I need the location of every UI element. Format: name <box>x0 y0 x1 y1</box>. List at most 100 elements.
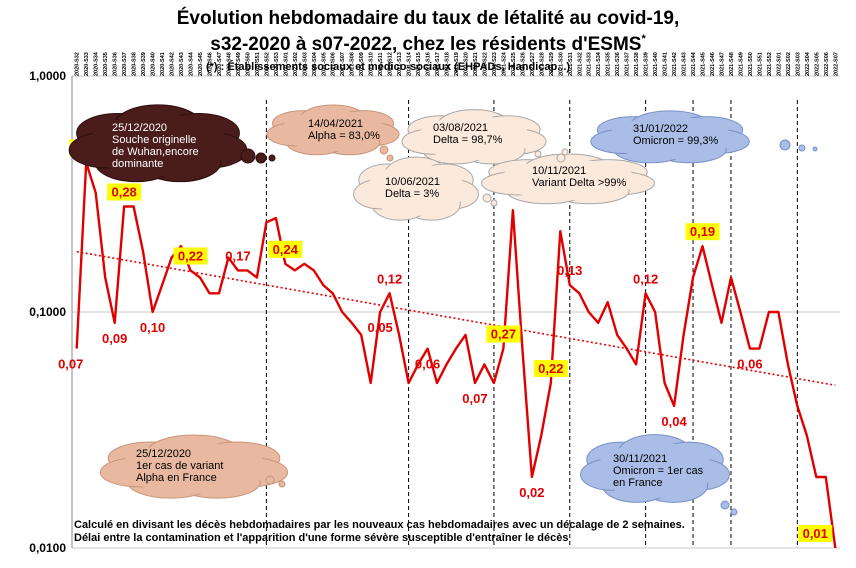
series-line <box>75 161 837 549</box>
x-tick-label: 2021-S17 <box>435 52 441 76</box>
x-tick-label: 2020-S40 <box>151 52 157 76</box>
annotation-text: 10/11/2021 Variant Delta >99% <box>532 165 626 189</box>
x-tick-label: 2021-S06 <box>331 52 337 76</box>
data-label: 0,05 <box>367 320 392 335</box>
x-tick-label: 2021-S36 <box>615 52 621 76</box>
annotation-line: Delta = 3% <box>385 188 439 200</box>
cloud-tail <box>278 480 286 488</box>
cloud-body <box>499 159 637 201</box>
data-label: 0,12 <box>377 271 402 286</box>
x-tick-label: 2022-S04 <box>805 51 811 76</box>
grid-lines <box>71 75 840 549</box>
cloud-tail <box>268 154 276 162</box>
annotation-a6: 10/11/2021 Variant Delta >99% <box>481 148 655 205</box>
cloud-body <box>87 113 229 177</box>
x-tick-label: 2021-S38 <box>634 52 640 76</box>
title-line2-text: s32-2020 à s07-2022, chez les résidents … <box>210 34 641 55</box>
annotations: 25/12/2020 Souche originelle de Wuhan,enco… <box>68 104 818 516</box>
cloud-tail <box>561 148 569 156</box>
annotation-a7: 25/12/2020 1er cas de variant Alpha en Fra… <box>99 434 289 499</box>
annotation-line: Omicron = 99,3% <box>633 135 719 147</box>
x-tick-label: 2021-S13 <box>397 52 403 76</box>
x-tick-label: 2021-S19 <box>454 52 460 76</box>
x-tick-label: 2021-S42 <box>672 52 678 76</box>
series-polyline <box>75 161 837 549</box>
x-tick-label: 2020-S49 <box>236 52 242 76</box>
x-tick-label: 2021-S14 <box>407 51 413 76</box>
cloud-body <box>596 442 714 498</box>
x-tick-label: 2021-S05 <box>321 52 327 76</box>
label-highlight <box>798 525 833 542</box>
data-label: 0,12 <box>633 271 658 286</box>
footnote-1: Calculé en divisant les décès hebdomadai… <box>74 519 685 531</box>
x-tick-label: 2020-S43 <box>179 52 185 76</box>
cloud-tail <box>730 508 738 516</box>
x-tick-label: 2020-S34 <box>94 51 100 76</box>
annotation-line: dominante <box>112 158 163 170</box>
x-tick-label: 2021-S29 <box>549 52 555 76</box>
annotation-text: 31/01/2022 Omicron = 99,3% <box>633 123 719 147</box>
cloud-tail <box>240 148 256 164</box>
annotation-line: 30/11/2021 <box>613 453 667 465</box>
x-tick-label: 2021-S07 <box>340 52 346 76</box>
data-label: 0,28 <box>111 184 136 199</box>
title-asterisk: * <box>641 33 646 45</box>
annotation-line: 10/11/2021 <box>532 165 586 177</box>
x-tick-label: 2020-S44 <box>189 51 195 76</box>
label-highlight <box>268 240 303 258</box>
cloud-tail <box>556 153 566 163</box>
annotation-line: en France <box>613 477 663 489</box>
annotation-a5: 10/06/2021 Delta = 3% <box>353 156 498 221</box>
x-tick-label: 2021-S23 <box>492 52 498 76</box>
data-label: 0,22 <box>538 361 563 376</box>
x-tick-label: 2021-S47 <box>719 52 725 76</box>
x-tick-label: 2021-S40 <box>653 52 659 76</box>
annotation-line: 1er cas de variant <box>136 460 223 472</box>
x-tick-label: 2022-S07 <box>833 52 839 76</box>
x-tick-label: 2021-S41 <box>663 52 669 76</box>
x-tick-label: 2020-S45 <box>198 52 204 76</box>
annotation-text: 25/12/2020 1er cas de variant Alpha en Fra… <box>136 448 223 484</box>
x-tick-label: 2021-S10 <box>369 52 375 76</box>
cloud-tail <box>482 193 492 203</box>
x-tick-label: 2021-S02 <box>293 52 299 76</box>
annotation-text: 10/06/2021 Delta = 3% <box>385 176 440 200</box>
data-label: 0,06 <box>415 357 440 372</box>
y-tick-label: 1,0000 <box>29 69 66 83</box>
cloud-tail <box>255 152 267 164</box>
cloud-tail <box>812 146 818 152</box>
annotation-a8: 30/11/2021 Omicron = 1er cas en France <box>580 434 738 516</box>
x-tick-label: 2021-S43 <box>682 52 688 76</box>
x-tick-label: 2022-S05 <box>814 52 820 76</box>
cloud-tail <box>779 139 791 151</box>
annotation-a2: 14/04/2021 Alpha = 83,0% <box>266 104 400 162</box>
x-tick-label: 2021-S24 <box>501 51 507 76</box>
x-tick-label: 2020-S32 <box>75 52 81 76</box>
data-label: 0,02 <box>519 485 544 500</box>
x-tick-label: 2020-S51 <box>255 52 261 76</box>
label-highlight <box>486 325 521 343</box>
chart-title-line2: s32-2020 à s07-2022, chez les résidents … <box>210 33 646 55</box>
annotation-line: Souche originelle <box>112 134 196 146</box>
cloud-tail <box>265 475 275 485</box>
cloud-tail <box>490 199 498 207</box>
x-tick-label: 2020-S47 <box>217 52 223 76</box>
cloud-body <box>366 164 466 216</box>
data-label: 0,01 <box>803 526 828 541</box>
x-tick-label: 2021-S30 <box>558 52 564 76</box>
x-tick-label: 2021-S52 <box>767 52 773 76</box>
x-tick-label: 2021-S33 <box>587 52 593 76</box>
x-tick-label: 2021-S31 <box>568 52 574 76</box>
x-tick-label: 2021-S01 <box>283 52 289 76</box>
x-tick-label: 2021-S35 <box>606 52 612 76</box>
data-label: 0,07 <box>58 357 83 372</box>
x-tick-label: 2021-S27 <box>530 52 536 76</box>
x-tick-label: 2021-S16 <box>426 52 432 76</box>
data-label: 0,07 <box>462 391 487 406</box>
cloud-body <box>417 115 531 161</box>
x-tick-label: 2022-S06 <box>824 52 830 76</box>
x-tick-label: 2021-S45 <box>701 52 707 76</box>
cloud-body <box>607 116 733 160</box>
x-tick-label: 2021-S20 <box>463 52 469 76</box>
